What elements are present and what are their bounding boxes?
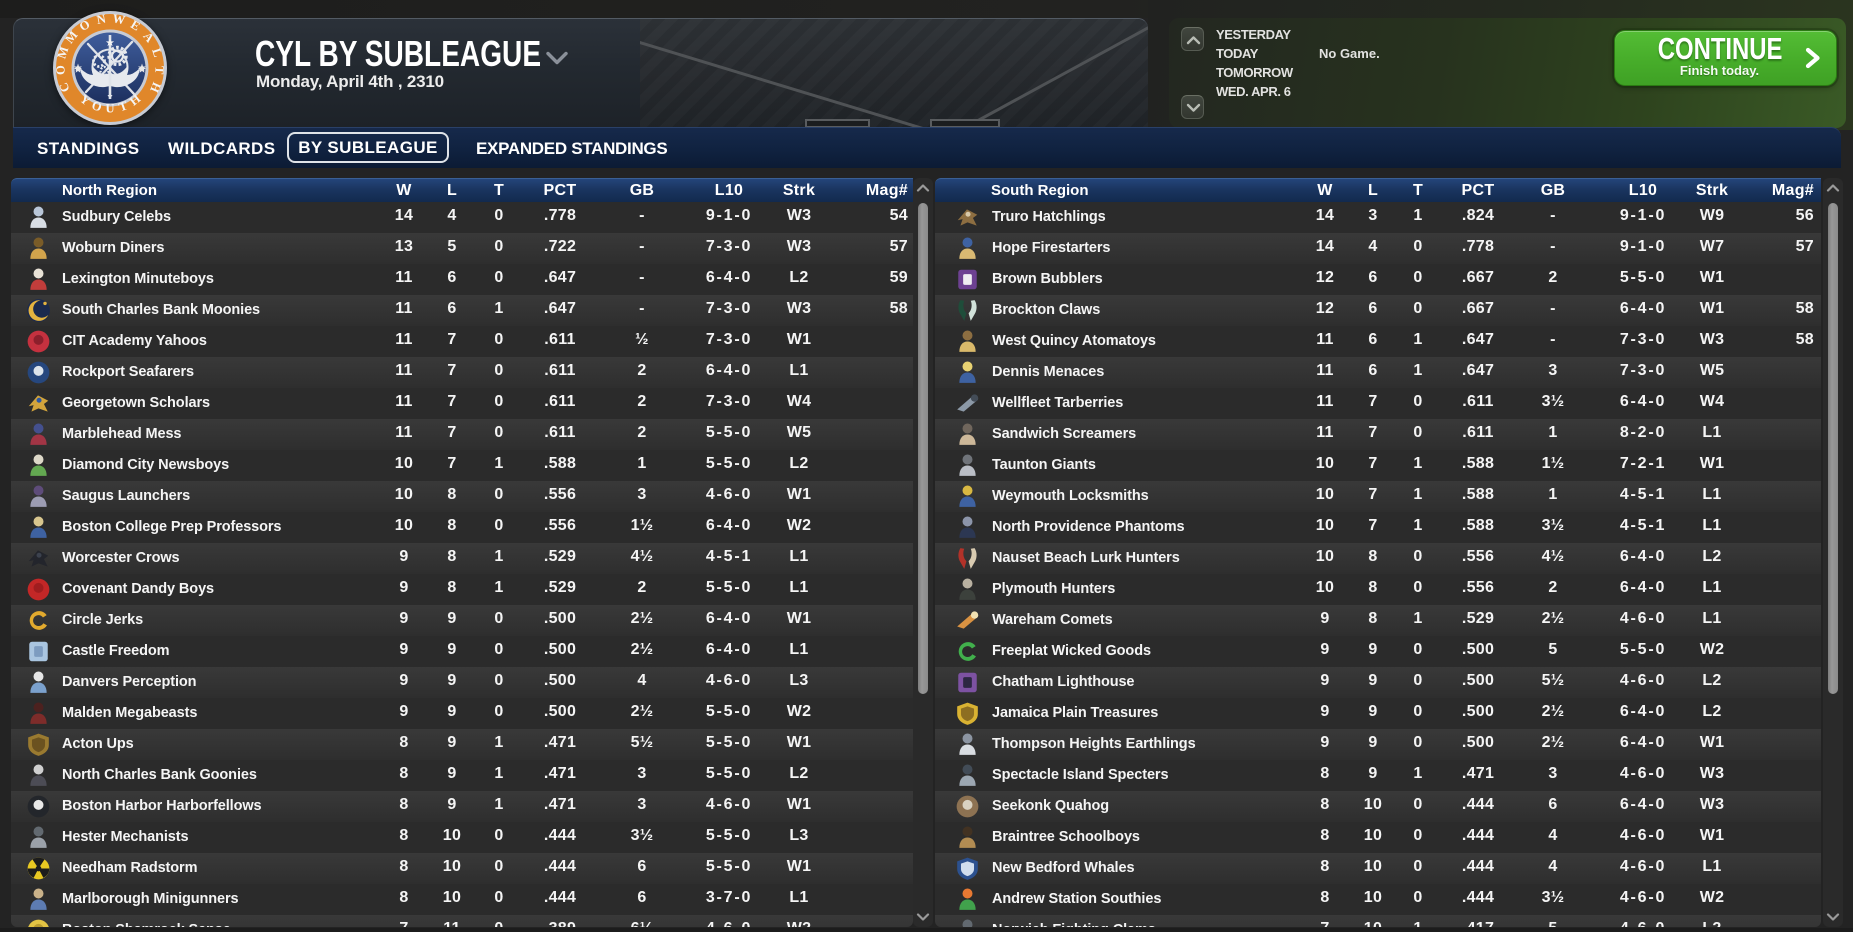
svg-text:O: O (53, 65, 67, 76)
svg-text:T: T (152, 66, 166, 76)
svg-text:O: O (90, 98, 104, 114)
svg-text:L: L (149, 47, 165, 59)
svg-text:M: M (54, 45, 71, 61)
svg-text:N: N (95, 12, 106, 27)
svg-text:W: W (111, 11, 126, 27)
svg-text:U: U (105, 102, 114, 116)
